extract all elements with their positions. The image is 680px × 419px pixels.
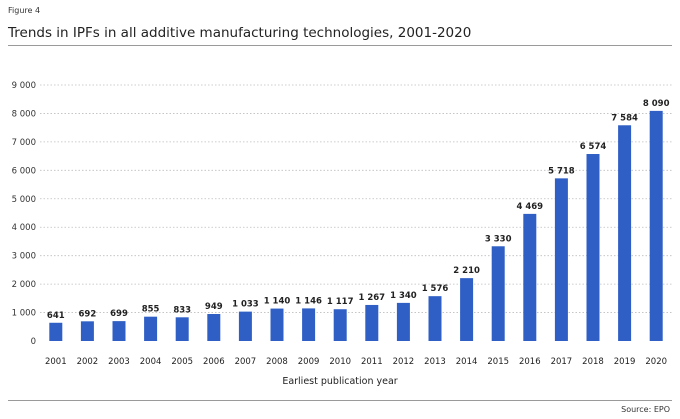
y-tick-label: 9 000 [12, 81, 36, 91]
y-tick-label: 3 000 [12, 252, 36, 262]
x-tick-label: 2011 [361, 357, 383, 367]
x-tick-label: 2001 [45, 357, 67, 367]
bar [365, 304, 379, 341]
bar [491, 246, 505, 341]
data-label: 8 090 [643, 99, 670, 109]
bar [396, 302, 410, 341]
y-axis-ticks: 0 1 000 2 000 3 000 4 000 5 000 6 000 7 000 8 00… [12, 81, 36, 347]
x-tick-label: 2013 [424, 357, 446, 367]
source-note: Source: EPO [621, 405, 670, 414]
bars [49, 110, 663, 341]
x-tick-label: 2008 [266, 357, 288, 367]
chart-title: Trends in IPFs in all additive manufactu… [8, 25, 472, 41]
bar [428, 296, 442, 341]
gridlines [40, 84, 672, 313]
y-tick-label: 6 000 [12, 166, 36, 176]
y-tick-label: 1 000 [12, 309, 36, 319]
y-tick-label: 2 000 [12, 280, 36, 290]
data-label: 1 117 [327, 297, 354, 307]
x-axis-label: Earliest publication year [282, 376, 397, 387]
bar [80, 321, 94, 341]
bottom-divider [8, 400, 672, 401]
data-label: 833 [173, 305, 191, 315]
y-tick-label: 8 000 [12, 109, 36, 119]
bar [649, 110, 663, 341]
figure-label: Figure 4 [8, 6, 41, 15]
bar-chart: 0 1 000 2 000 3 000 4 000 5 000 6 000 7 000 8 00… [12, 81, 672, 387]
x-tick-label: 2017 [551, 357, 573, 367]
value-labels: 641 692 699 855 833 949 1 033 1 140 1 146 1 117 1 … [47, 99, 670, 321]
x-axis-ticks: 2001 2002 2003 2004 2005 2006 2007 2008 2009 2010… [45, 357, 667, 367]
x-tick-label: 2019 [614, 357, 636, 367]
x-tick-label: 2006 [203, 357, 225, 367]
bar [112, 321, 126, 341]
y-tick-label: 5 000 [12, 195, 36, 205]
bar [175, 317, 189, 341]
bar [333, 309, 347, 341]
x-tick-label: 2010 [329, 357, 351, 367]
bar [270, 308, 284, 341]
bar [207, 314, 221, 341]
data-label: 1 340 [390, 291, 417, 301]
data-label: 7 584 [611, 113, 638, 123]
data-label: 692 [79, 309, 97, 319]
data-label: 2 210 [453, 266, 480, 276]
x-tick-label: 2002 [77, 357, 99, 367]
bar [238, 311, 252, 341]
x-tick-label: 2014 [456, 357, 478, 367]
data-label: 699 [110, 309, 128, 319]
x-tick-label: 2012 [393, 357, 415, 367]
bar [618, 125, 632, 341]
data-label: 6 574 [580, 142, 607, 152]
x-tick-label: 2016 [519, 357, 541, 367]
top-divider [8, 45, 672, 46]
y-tick-label: 7 000 [12, 138, 36, 148]
x-tick-label: 2004 [140, 357, 162, 367]
bar [460, 278, 474, 341]
data-label: 1 267 [358, 293, 385, 303]
bar [586, 154, 600, 341]
data-label: 1 146 [295, 296, 322, 306]
data-label: 1 576 [422, 284, 449, 294]
bar [302, 308, 316, 341]
y-tick-label: 0 [31, 337, 36, 347]
bar [49, 322, 63, 341]
x-tick-label: 2003 [108, 357, 130, 367]
x-tick-label: 2007 [235, 357, 257, 367]
y-tick-label: 4 000 [12, 223, 36, 233]
data-label: 855 [142, 305, 160, 315]
data-label: 1 033 [232, 300, 259, 310]
x-tick-label: 2015 [487, 357, 509, 367]
data-label: 1 140 [264, 297, 291, 307]
bar [523, 213, 537, 341]
data-label: 949 [205, 302, 223, 312]
x-tick-label: 2005 [171, 357, 193, 367]
bar [144, 316, 158, 341]
data-label: 3 330 [485, 234, 512, 244]
data-label: 4 469 [516, 202, 543, 212]
x-tick-label: 2018 [582, 357, 604, 367]
bar [554, 178, 568, 341]
x-tick-label: 2020 [645, 357, 667, 367]
data-label: 641 [47, 311, 65, 321]
data-label: 5 718 [548, 166, 575, 176]
x-tick-label: 2009 [298, 357, 320, 367]
